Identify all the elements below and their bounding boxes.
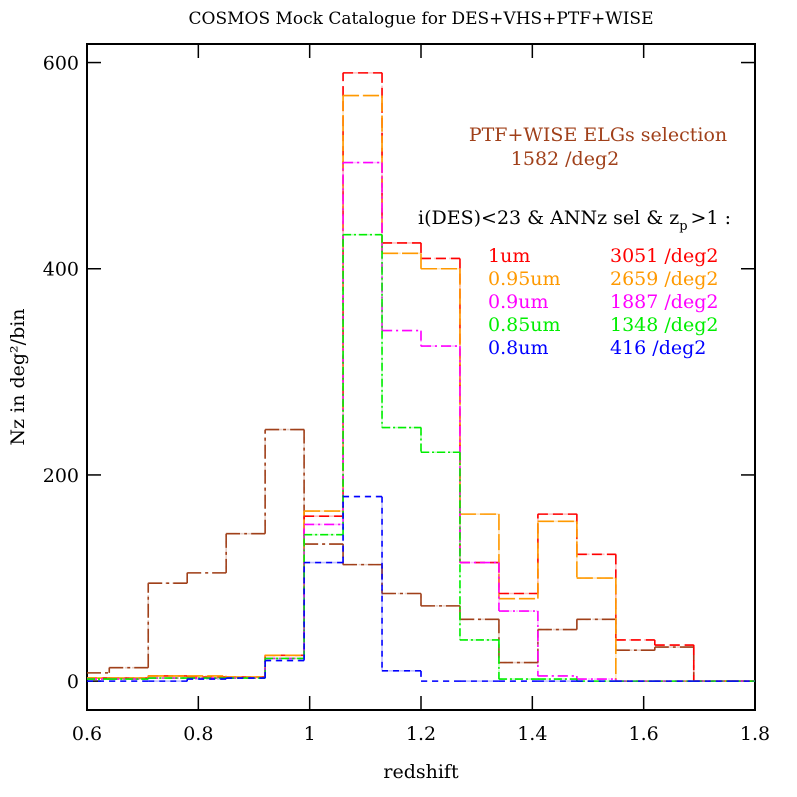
x-tick-label: 1.8 bbox=[740, 723, 770, 745]
x-tick-label: 0.6 bbox=[72, 723, 102, 745]
x-tick-label: 1.2 bbox=[406, 723, 436, 745]
legend-density: 3051 /deg2 bbox=[610, 245, 718, 267]
legend-density: 1887 /deg2 bbox=[610, 291, 718, 313]
step-line bbox=[87, 72, 755, 682]
x-axis-label: redshift bbox=[383, 761, 459, 783]
step-line bbox=[87, 94, 755, 682]
legend-name: 0.8um bbox=[488, 337, 548, 359]
annotation: 1582 /deg2 bbox=[511, 148, 619, 170]
x-tick-label: 1.6 bbox=[629, 723, 659, 745]
legend-name: 0.9um bbox=[488, 291, 548, 313]
x-tick-label: 1.4 bbox=[517, 723, 547, 745]
legend-header: i(DES)<23 & ANNz sel & zp >1 : bbox=[418, 207, 731, 234]
y-tick-label: 600 bbox=[43, 53, 79, 75]
legend-name: 0.95um bbox=[488, 268, 561, 290]
y-tick-label: 400 bbox=[43, 259, 79, 281]
y-tick-label: 0 bbox=[67, 671, 79, 693]
legend-name: 1um bbox=[488, 245, 530, 267]
x-tick-label: 0.8 bbox=[183, 723, 213, 745]
y-axis-label: Nz in deg²/bin bbox=[7, 308, 29, 445]
header-sub: p bbox=[679, 219, 687, 234]
legend-density: 2659 /deg2 bbox=[610, 268, 718, 290]
legend-density: 1348 /deg2 bbox=[610, 314, 718, 336]
legend-density: 416 /deg2 bbox=[610, 337, 706, 359]
legend-name: 0.85um bbox=[488, 314, 561, 336]
annotation: PTF+WISE ELGs selection bbox=[469, 124, 727, 146]
chart-title: COSMOS Mock Catalogue for DES+VHS+PTF+WI… bbox=[189, 9, 654, 29]
x-tick-label: 1 bbox=[304, 723, 316, 745]
header-tail: >1 : bbox=[691, 207, 731, 229]
y-tick-label: 200 bbox=[43, 465, 79, 487]
header-text: i(DES)<23 & ANNz sel & z bbox=[418, 207, 679, 229]
step-line bbox=[87, 495, 755, 682]
